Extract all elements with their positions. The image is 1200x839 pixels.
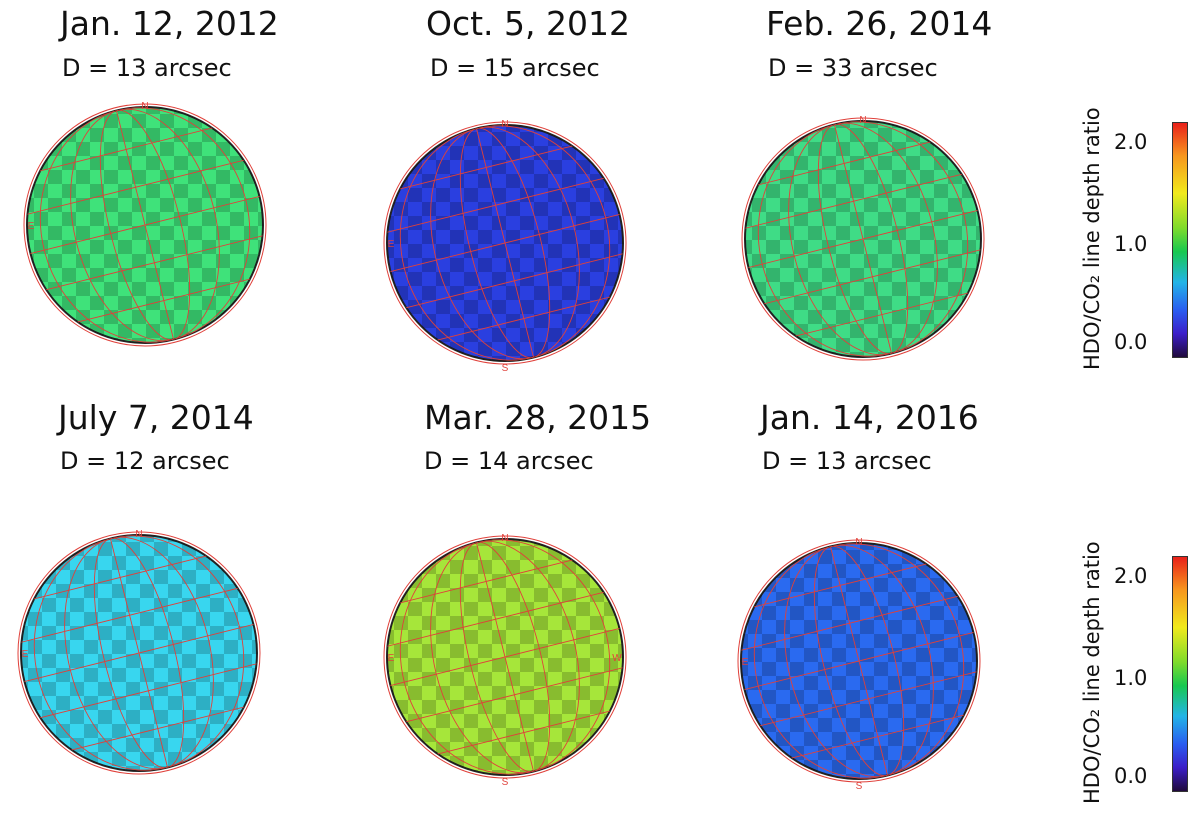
- colorbar-title: HDO/CO₂ line depth ratio: [1080, 107, 1104, 370]
- colorbar: HDO/CO₂ line depth ratio 2.0 1.0 0.0: [1080, 541, 1200, 836]
- cardinal-label: N: [501, 533, 508, 544]
- panel-date: Mar. 28, 2015: [424, 398, 652, 437]
- colorbar-tick: 2.0: [1114, 564, 1148, 588]
- limb-outline: [737, 539, 981, 783]
- limb-outline: [383, 121, 627, 365]
- panel-diameter: D = 13 arcsec: [762, 447, 932, 475]
- cardinal-label: E: [742, 657, 749, 668]
- coordinate-grid: [371, 539, 639, 775]
- cardinal-label: N: [855, 537, 862, 548]
- cardinal-label: S: [856, 781, 863, 792]
- cardinal-label: W: [612, 653, 622, 664]
- panel-diameter: D = 14 arcsec: [424, 447, 594, 475]
- panel-diameter: D = 15 arcsec: [430, 54, 600, 82]
- cardinal-label: E: [28, 221, 35, 232]
- cardinal-label: N: [141, 101, 148, 112]
- limb-outline: [17, 531, 261, 775]
- limb-outline: [741, 117, 985, 361]
- panel-diameter: D = 13 arcsec: [62, 54, 232, 82]
- limb-outline: [383, 535, 627, 779]
- coordinate-grid: [725, 543, 993, 779]
- panel-date: Oct. 5, 2012: [426, 4, 630, 43]
- venus-disk-map: N E S W: [371, 532, 639, 788]
- colorbar-gradient: [1172, 556, 1188, 792]
- cardinal-label: S: [502, 363, 509, 374]
- colorbar-gradient: [1172, 122, 1188, 358]
- colorbar-tick: 1.0: [1114, 232, 1148, 256]
- cardinal-label: N: [135, 529, 142, 540]
- panel-date: Jan. 12, 2012: [60, 4, 279, 43]
- panel-diameter: D = 33 arcsec: [768, 54, 938, 82]
- colorbar-title: HDO/CO₂ line depth ratio: [1080, 541, 1104, 804]
- colorbar-tick: 0.0: [1114, 764, 1148, 788]
- coordinate-grid: [11, 107, 279, 343]
- colorbar: HDO/CO₂ line depth ratio 2.0 1.0 0.0: [1080, 107, 1200, 402]
- cardinal-label: N: [501, 119, 508, 130]
- cardinal-label: E: [388, 239, 395, 250]
- limb-outline: [23, 103, 267, 347]
- cardinal-label: N: [859, 115, 866, 126]
- panel-date: Feb. 26, 2014: [766, 4, 993, 43]
- venus-disk-map: N: [729, 114, 997, 364]
- colorbar-tick: 0.0: [1114, 330, 1148, 354]
- colorbar-tick: 2.0: [1114, 130, 1148, 154]
- panel-date: Jan. 14, 2016: [760, 398, 979, 437]
- panel-diameter: D = 12 arcsec: [60, 447, 230, 475]
- venus-disk-map: N E S: [371, 118, 639, 374]
- cardinal-label: E: [388, 653, 395, 664]
- venus-disk-map: N E S: [725, 536, 993, 792]
- panel-date: July 7, 2014: [58, 398, 254, 437]
- cardinal-label: E: [22, 649, 29, 660]
- colorbar-tick: 1.0: [1114, 666, 1148, 690]
- cardinal-label: S: [502, 777, 509, 788]
- coordinate-grid: [5, 535, 273, 771]
